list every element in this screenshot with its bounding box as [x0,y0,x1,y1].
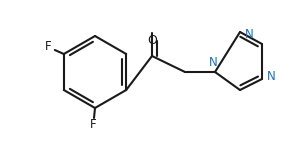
Text: F: F [45,39,51,53]
Text: O: O [147,35,157,48]
Text: N: N [209,55,217,69]
Text: N: N [244,29,253,41]
Text: N: N [266,70,276,83]
Text: F: F [90,118,96,130]
